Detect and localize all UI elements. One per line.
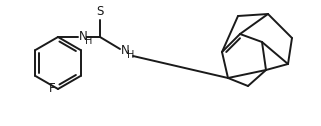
Text: H: H: [127, 50, 134, 60]
Text: N: N: [121, 43, 130, 56]
Text: F: F: [49, 83, 56, 96]
Text: N: N: [79, 29, 88, 42]
Text: H: H: [84, 37, 92, 46]
Text: S: S: [96, 5, 104, 18]
